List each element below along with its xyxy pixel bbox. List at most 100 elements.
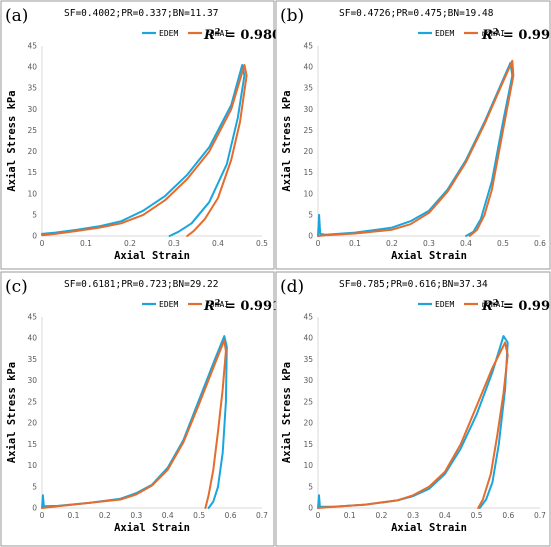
legend-label: romAI (205, 29, 229, 38)
y-tick-label: 35 (27, 355, 37, 364)
y-tick-label: 45 (27, 313, 37, 322)
y-tick-label: 35 (27, 84, 37, 93)
x-tick-label: 0.6 (225, 511, 237, 520)
r2-annotation: R2 = 0.995 (481, 26, 551, 43)
x-axis-title: Axial Strain (391, 522, 467, 534)
y-tick-label: 5 (32, 210, 37, 219)
series-line-romai (41, 339, 227, 509)
y-tick-label: 30 (27, 376, 37, 385)
x-tick-label: 0.3 (423, 239, 435, 248)
y-tick-label: 20 (27, 147, 37, 156)
x-tick-label: 0.3 (130, 511, 142, 520)
x-tick-label: 0.3 (168, 239, 180, 248)
y-tick-label: 0 (32, 504, 37, 513)
y-tick-label: 10 (303, 461, 313, 470)
series-line-romai (317, 341, 509, 509)
panel-border (275, 0, 551, 270)
y-axis-title: Axial Stress kPa (6, 90, 18, 191)
y-tick-label: 20 (303, 147, 313, 156)
x-tick-label: 0.1 (344, 511, 356, 520)
y-tick-label: 25 (27, 126, 37, 135)
panel-label: (b) (280, 6, 304, 26)
panel-border (0, 271, 275, 547)
x-tick-label: 0.2 (124, 239, 136, 248)
x-tick-label: 0.2 (99, 511, 111, 520)
y-tick-label: 40 (27, 334, 37, 343)
y-tick-label: 25 (303, 126, 313, 135)
x-tick-label: 0.7 (256, 511, 268, 520)
y-tick-label: 40 (27, 63, 37, 72)
y-tick-label: 5 (308, 210, 313, 219)
y-tick-label: 0 (308, 504, 313, 513)
chart-params: SF=0.6181;PR=0.723;BN=29.22 (64, 279, 218, 290)
x-tick-label: 0.4 (460, 239, 472, 248)
panel-label: (a) (5, 6, 28, 26)
x-tick-label: 0.6 (534, 239, 546, 248)
y-tick-label: 45 (303, 42, 313, 51)
chart-params: SF=0.785;PR=0.616;BN=37.34 (339, 279, 488, 290)
series-line-romai (41, 64, 248, 237)
y-tick-label: 30 (27, 105, 37, 114)
y-tick-label: 15 (27, 168, 37, 177)
panel-border (275, 271, 551, 547)
x-tick-label: 0.3 (407, 511, 419, 520)
y-tick-label: 20 (27, 419, 37, 428)
y-tick-label: 0 (308, 232, 313, 241)
x-tick-label: 0.4 (162, 511, 174, 520)
y-axis-title: Axial Stress kPa (281, 90, 293, 191)
y-tick-label: 45 (303, 313, 313, 322)
x-tick-label: 0.4 (212, 239, 224, 248)
y-tick-label: 5 (32, 482, 37, 491)
y-tick-label: 5 (308, 482, 313, 491)
y-tick-label: 10 (303, 189, 313, 198)
y-tick-label: 45 (27, 42, 37, 51)
x-tick-label: 0.1 (67, 511, 79, 520)
x-tick-label: 0.2 (386, 239, 398, 248)
x-tick-label: 0.5 (471, 511, 483, 520)
y-tick-label: 20 (303, 419, 313, 428)
y-tick-label: 30 (303, 105, 313, 114)
x-tick-label: 0 (40, 239, 45, 248)
x-tick-label: 0.1 (349, 239, 361, 248)
y-tick-label: 30 (303, 376, 313, 385)
y-tick-label: 25 (303, 397, 313, 406)
chart-panel-a: 0 5 10 15 20 25 30 35 40 45 0 0.1 0.2 0.3 0.4 0.5 Axial … (0, 0, 281, 270)
x-tick-label: 0.5 (193, 511, 205, 520)
y-tick-label: 40 (303, 63, 313, 72)
x-tick-label: 0.1 (80, 239, 92, 248)
x-tick-label: 0.4 (439, 511, 451, 520)
panel-label: (c) (5, 277, 28, 297)
legend-label: romAI (481, 29, 505, 38)
chart-panel-c: 0 5 10 15 20 25 30 35 40 45 0 0.1 0.2 0.3 0.4 0.5 0.6 0.7… (0, 271, 281, 547)
x-axis-title: Axial Strain (114, 522, 190, 534)
x-tick-label: 0 (316, 239, 321, 248)
x-tick-label: 0 (316, 511, 321, 520)
y-tick-label: 35 (303, 355, 313, 364)
x-axis-title: Axial Strain (391, 250, 467, 262)
y-tick-label: 10 (27, 461, 37, 470)
series-line-romai (317, 59, 515, 237)
x-axis-title: Axial Strain (114, 250, 190, 262)
y-axis-title: Axial Stress kPa (281, 362, 293, 463)
r2-annotation: R2 = 0.991 (203, 297, 281, 314)
x-tick-label: 0.2 (375, 511, 387, 520)
y-tick-label: 15 (303, 168, 313, 177)
x-tick-label: 0.5 (256, 239, 268, 248)
y-axis-title: Axial Stress kPa (6, 362, 18, 463)
legend-label: EDEM (435, 300, 454, 309)
y-tick-label: 10 (27, 189, 37, 198)
chart-panel-b: 0 5 10 15 20 25 30 35 40 45 0 0.1 0.2 0.3 0.4 0.5 0.6 Axi… (275, 0, 551, 270)
legend-label: EDEM (159, 29, 178, 38)
legend-label: romAI (205, 300, 229, 309)
chart-params: SF=0.4002;PR=0.337;BN=11.37 (64, 8, 218, 19)
x-tick-label: 0.6 (502, 511, 514, 520)
x-tick-label: 0.7 (534, 511, 546, 520)
legend-label: EDEM (159, 300, 178, 309)
x-tick-label: 0.5 (497, 239, 509, 248)
series-line-edem (41, 64, 246, 237)
y-tick-label: 15 (303, 440, 313, 449)
y-tick-label: 25 (27, 397, 37, 406)
r2-annotation: R2 = 0.980 (203, 26, 281, 43)
y-tick-label: 0 (32, 232, 37, 241)
